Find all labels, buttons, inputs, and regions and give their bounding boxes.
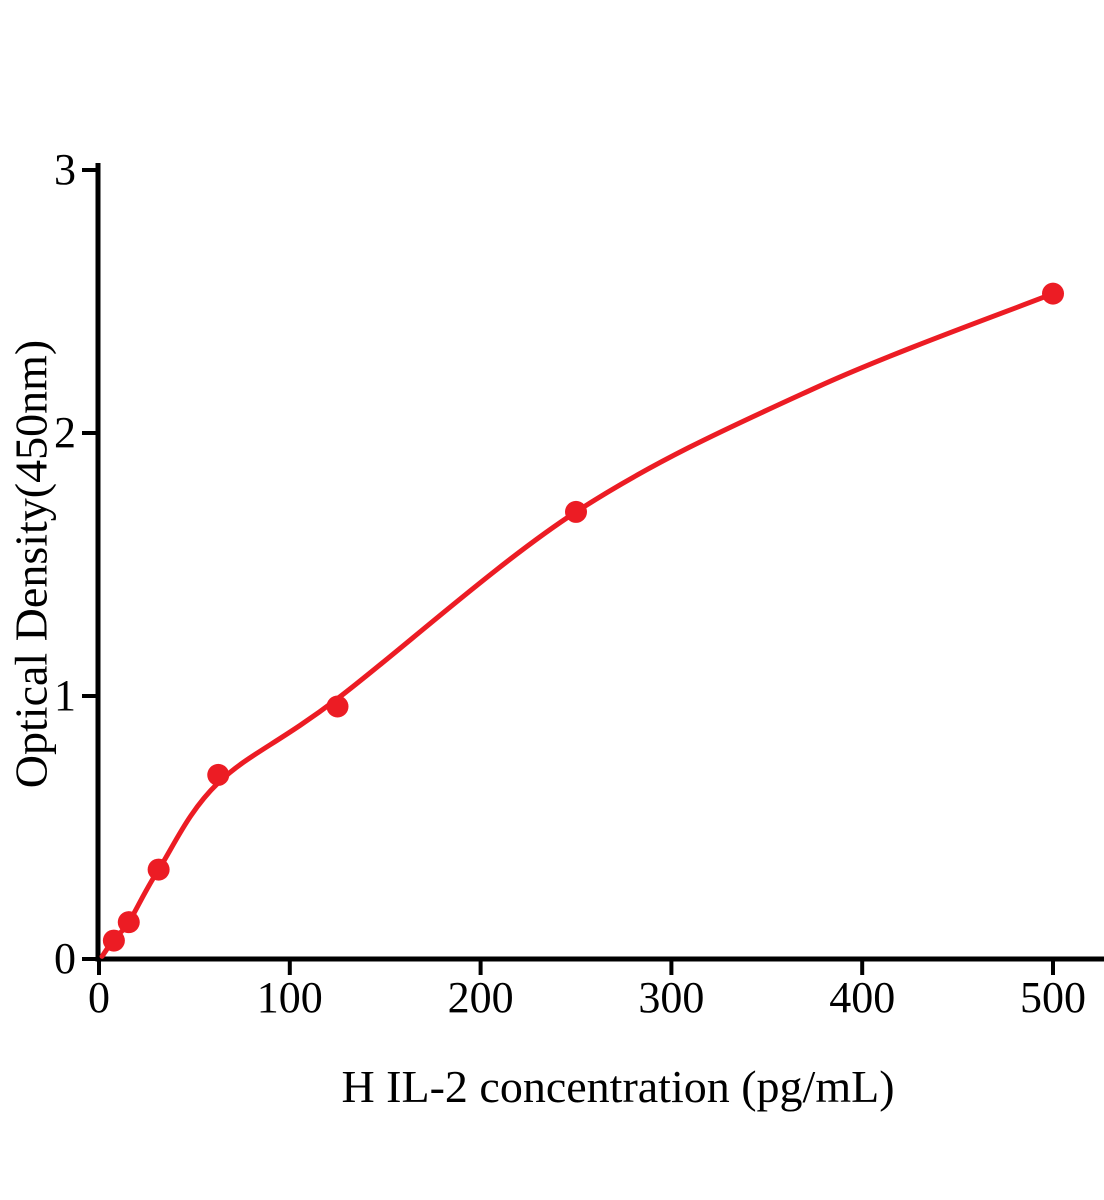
data-point <box>565 500 587 523</box>
x-axis-title: H IL-2 concentration (pg/mL) <box>341 1061 895 1112</box>
x-tick-label: 400 <box>829 973 895 1022</box>
x-tick-label: 100 <box>257 973 323 1022</box>
y-tick-label: 0 <box>54 934 76 983</box>
y-tick-label: 3 <box>54 145 76 194</box>
x-tick-label: 300 <box>638 973 704 1022</box>
data-point <box>207 763 230 786</box>
x-tick-label: 0 <box>88 973 110 1022</box>
data-point <box>1042 282 1064 305</box>
y-axis-title: Optical Density(450nm) <box>5 339 57 789</box>
standard-curve-line <box>99 291 1056 959</box>
y-tick-label: 2 <box>54 408 76 457</box>
data-point <box>117 911 140 934</box>
x-tick-label: 200 <box>448 973 514 1022</box>
data-point <box>326 695 349 718</box>
data-point <box>102 929 125 952</box>
x-tick-label: 500 <box>1020 973 1086 1022</box>
data-point <box>147 858 170 881</box>
y-tick-label: 1 <box>54 671 76 720</box>
